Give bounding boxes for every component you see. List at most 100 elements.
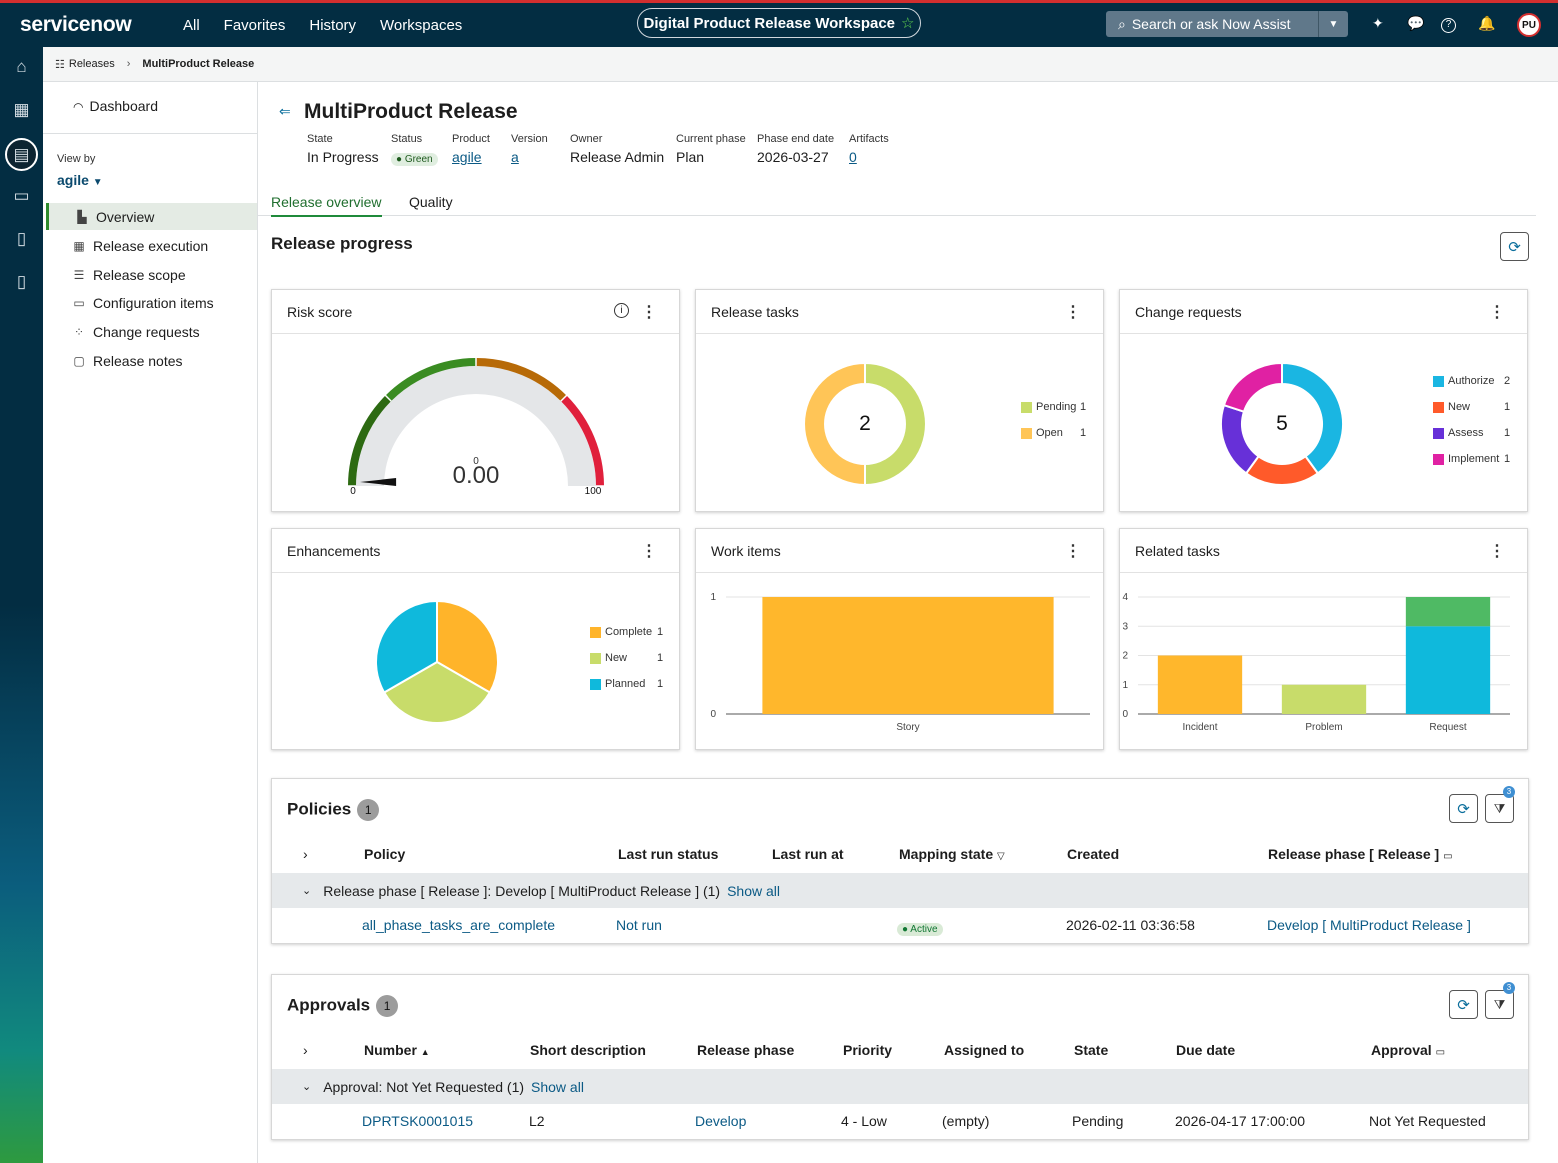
col-policy[interactable]: Policy [364,846,406,862]
info-icon[interactable]: i [614,303,629,318]
show-all-link[interactable]: Show all [727,882,781,899]
legend-item[interactable]: Assess 1 [1433,420,1510,446]
tab-quality[interactable]: Quality [409,194,453,210]
approvals-filter-button[interactable]: ⧩ [1485,990,1514,1019]
refresh-button[interactable]: ⟳ [1500,232,1529,261]
bell-icon[interactable]: 🔔 [1478,15,1496,31]
col-short-description[interactable]: Short description [530,1042,646,1058]
calendar-icon[interactable]: ▭ [13,186,30,205]
home-icon[interactable]: ⌂ [16,57,27,76]
breadcrumb-releases[interactable]: Releases [68,58,115,70]
bar-request[interactable] [1405,597,1491,627]
col-mapping-state[interactable]: Mapping state ▽ [899,846,1005,862]
group-chevron-down-icon[interactable]: ⌄ [302,885,312,897]
group-chevron-down-icon[interactable]: ⌄ [302,1081,312,1093]
legend-item[interactable]: Pending 1 [1021,394,1086,420]
donut-slice-authorize[interactable] [1281,361,1344,475]
document-icon[interactable]: ▯ [16,229,27,248]
policies-refresh-button[interactable]: ⟳ [1449,794,1478,823]
kebab-menu-icon[interactable]: ⋮ [1065,543,1081,560]
collapse-sidebar-icon[interactable]: ⇐ [279,103,291,119]
nav-favorites[interactable]: Favorites [223,16,286,34]
now-assist-sparkle-icon[interactable]: ✦ [1372,15,1384,31]
nav-all[interactable]: All [183,16,200,34]
donut-slice-pending[interactable] [864,361,927,487]
bar-incident[interactable] [1157,655,1243,715]
sidebar-dashboard[interactable]: ◠ Dashboard [73,98,158,114]
legend-value: 1 [1080,401,1087,413]
donut-slice-assess[interactable] [1220,403,1260,475]
nav-history[interactable]: History [309,16,357,34]
servicenow-logo[interactable]: servicenow [20,13,132,36]
show-all-link[interactable]: Show all [531,1078,584,1095]
kebab-menu-icon[interactable]: ⋮ [1489,304,1505,321]
bar-request[interactable] [1405,626,1491,714]
legend-item[interactable]: Implement 1 [1433,446,1510,472]
policy-link[interactable]: all_phase_tasks_are_complete [362,917,556,933]
sidebar-item-change-requests[interactable]: ⁘ Change requests [43,318,257,345]
pie-slice-complete[interactable] [436,599,499,694]
kebab-menu-icon[interactable]: ⋮ [1489,543,1505,560]
apps-grid-icon[interactable]: ▦ [13,100,30,119]
col-last-run-status[interactable]: Last run status [618,846,719,862]
expand-all-chevron-icon[interactable]: › [303,1042,308,1058]
legend-item[interactable]: Complete 1 [590,619,663,645]
legend-item[interactable]: Open 1 [1021,420,1086,446]
user-avatar[interactable]: PU [1517,13,1541,37]
search-placeholder: Search or ask Now Assist [1131,16,1291,32]
nav-workspaces[interactable]: Workspaces [380,16,463,34]
approvals-refresh-button[interactable]: ⟳ [1449,990,1478,1019]
col-state[interactable]: State [1074,1042,1109,1058]
col-approval[interactable]: Approval ▭ [1371,1042,1445,1058]
approval-number-link[interactable]: DPRTSK0001015 [362,1113,474,1129]
bar-story[interactable] [762,597,1054,714]
sidebar-item-overview[interactable]: ▙ Overview [46,203,257,230]
policies-filter-button[interactable]: ⧩ [1485,794,1514,823]
clipboard-icon[interactable]: ▯ [16,272,27,291]
policies-group-row[interactable]: ⌄ Release phase [ Release ]: Develop [ M… [272,873,1528,908]
search-input[interactable]: ⌕ Search or ask Now Assist ▼ [1106,11,1348,37]
donut-slice-new[interactable] [1244,454,1320,486]
legend-swatch [1433,453,1444,465]
workspace-title-pill[interactable]: Digital Product Release Workspace ☆ [637,8,921,38]
kebab-menu-icon[interactable]: ⋮ [641,543,657,560]
col-release-phase[interactable]: Release phase [697,1042,795,1058]
tab-release-overview[interactable]: Release overview [271,194,382,217]
sidebar-item-release-scope[interactable]: ☰ Release scope [43,261,257,288]
help-icon[interactable]: ? [1441,18,1456,33]
col-last-run-at[interactable]: Last run at [772,846,844,862]
legend-item[interactable]: New 1 [590,645,663,671]
sidebar-item-configuration-items[interactable]: ▭ Configuration items [43,289,257,316]
kebab-menu-icon[interactable]: ⋮ [1065,304,1081,321]
view-by-select[interactable]: agile ▼ [57,172,103,188]
col-number[interactable]: Number ▲ [364,1042,430,1058]
legend-item[interactable]: Authorize 2 [1433,368,1510,394]
col-due-date[interactable]: Due date [1176,1042,1236,1058]
sidebar-item-release-notes[interactable]: ▢ Release notes [43,347,257,374]
pie-slice-planned[interactable] [375,599,438,694]
y-tick-label: 2 [1122,651,1128,662]
donut-slice-implement[interactable] [1222,361,1283,413]
release-phase-link[interactable]: Develop [ MultiProduct Release ] [1267,917,1471,933]
legend-item[interactable]: Planned 1 [590,671,663,697]
col-created[interactable]: Created [1067,846,1120,862]
sidebar-item-release-execution[interactable]: ▦ Release execution [43,232,257,259]
col-priority[interactable]: Priority [843,1042,893,1058]
workspace-icon[interactable]: ▤ [5,138,38,171]
search-dropdown-icon[interactable]: ▼ [1318,11,1348,37]
approvals-group-row[interactable]: ⌄ Approval: Not Yet Requested (1) Show a… [272,1069,1528,1104]
legend-item[interactable]: New 1 [1433,394,1510,420]
artifacts-link[interactable]: 0 [849,149,857,165]
col-release-phase[interactable]: Release phase [ Release ] ▭ [1268,846,1453,862]
donut-slice-open[interactable] [803,361,866,487]
release-phase-link[interactable]: Develop [695,1113,747,1129]
last-run-status-link[interactable]: Not run [616,917,662,933]
bar-problem[interactable] [1281,684,1367,714]
favorite-star-icon[interactable]: ☆ [901,15,915,32]
col-assigned-to[interactable]: Assigned to [944,1042,1025,1058]
chat-icon[interactable]: 💬 [1407,15,1425,31]
expand-all-chevron-icon[interactable]: › [303,846,308,862]
kebab-menu-icon[interactable]: ⋮ [641,304,657,321]
product-link[interactable]: agile [452,149,482,165]
version-link[interactable]: a [511,149,519,165]
